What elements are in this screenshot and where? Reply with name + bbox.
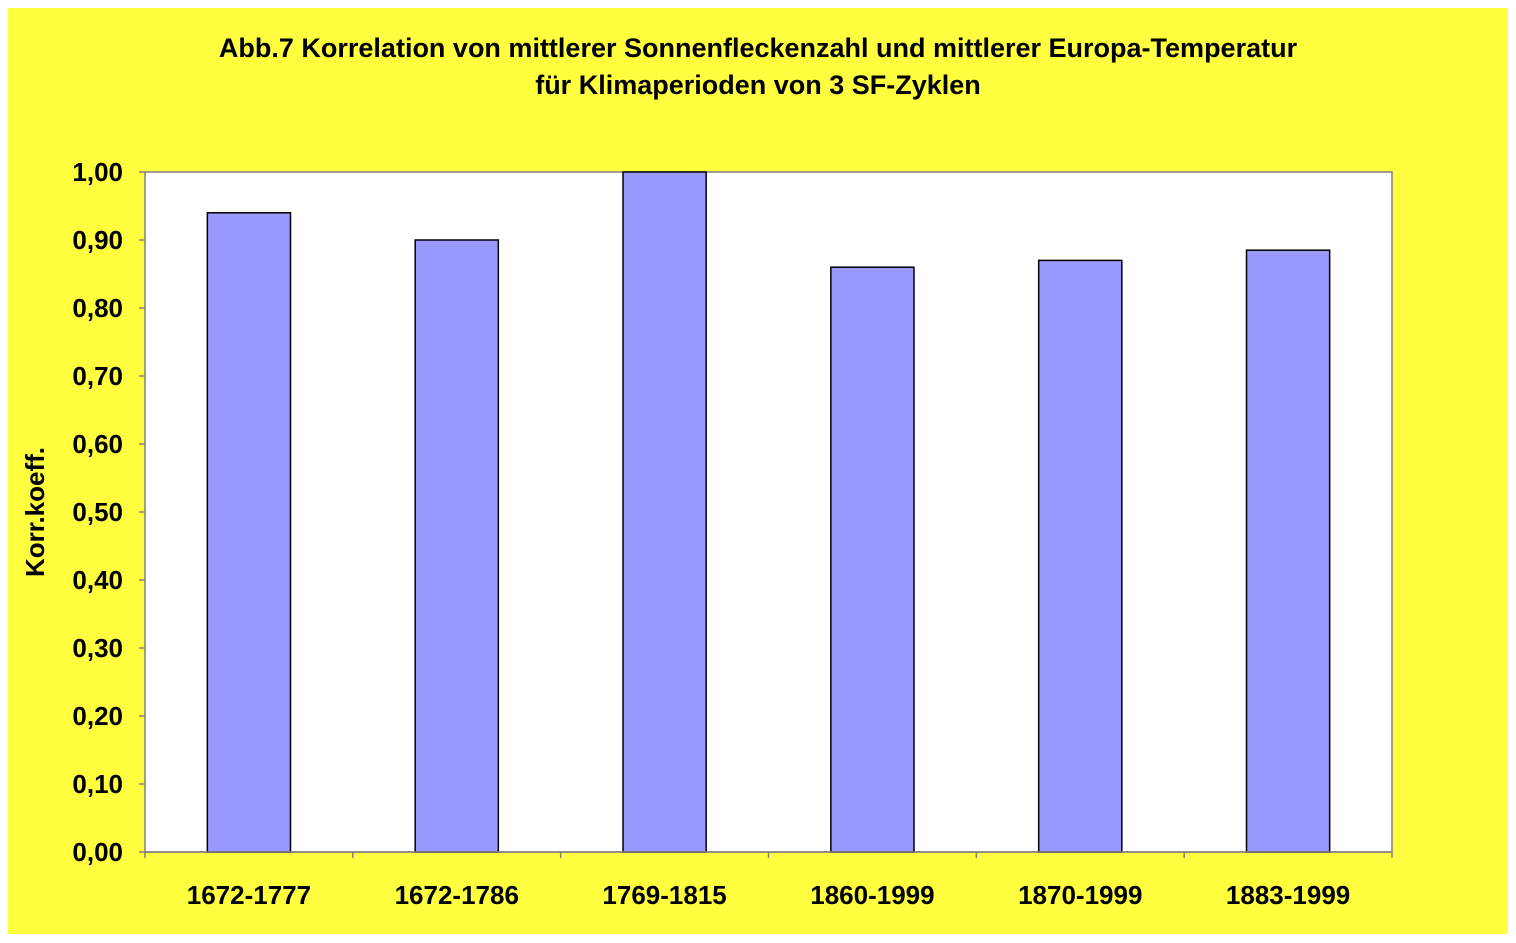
y-tick-label: 0,00 <box>72 837 123 867</box>
x-tick-label: 1672-1786 <box>395 880 519 910</box>
chart-title-line1: Abb.7 Korrelation von mittlerer Sonnenfl… <box>218 33 1298 63</box>
x-tick-label: 1883-1999 <box>1226 880 1350 910</box>
y-tick-label: 0,60 <box>72 429 123 459</box>
y-tick-label: 0,10 <box>72 769 123 799</box>
x-axis: 1672-1777 1672-1786 1769-1815 1860-1999 1870… <box>144 851 1393 910</box>
y-tick-label: 0,90 <box>72 225 123 255</box>
chart-title-line2: für Klimaperioden von 3 SF-Zyklen <box>535 70 981 100</box>
y-tick-label: 0,50 <box>72 497 123 527</box>
bar-1672-1777 <box>206 212 292 853</box>
bar-1883-1999 <box>1245 249 1331 853</box>
y-tick-label: 0,80 <box>72 293 123 323</box>
plot-area <box>144 171 1393 853</box>
y-axis-label: Korr.koeff. <box>20 447 50 577</box>
bar-1672-1786 <box>414 239 500 853</box>
x-tick-label: 1672-1777 <box>187 880 311 910</box>
x-tick-label: 1769-1815 <box>602 880 726 910</box>
y-tick-label: 0,20 <box>72 701 123 731</box>
y-tick-label: 0,70 <box>72 361 123 391</box>
x-tick-label: 1860-1999 <box>810 880 934 910</box>
y-tick-label: 1,00 <box>72 157 123 187</box>
y-axis: 0,00 0,10 0,20 0,30 0,40 0,50 0,60 0,70 0,80 0,90… <box>72 157 145 867</box>
y-tick-label: 0,30 <box>72 633 123 663</box>
bar-1870-1999 <box>1037 259 1123 853</box>
x-tick-label: 1870-1999 <box>1018 880 1142 910</box>
bars-group <box>206 171 1331 853</box>
bar-1860-1999 <box>830 266 915 853</box>
bar-1769-1815 <box>622 171 707 853</box>
y-tick-label: 0,40 <box>72 565 123 595</box>
chart-title: Abb.7 Korrelation von mittlerer Sonnenfl… <box>0 30 1516 104</box>
